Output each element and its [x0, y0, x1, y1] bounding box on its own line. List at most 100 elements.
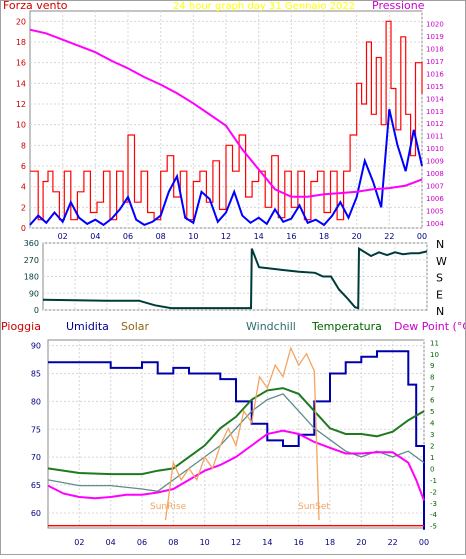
compass-label: N — [436, 305, 444, 318]
compass-label: N — [436, 238, 444, 251]
x-tick-label: 10 — [188, 232, 198, 241]
label-temperature: Temperatura — [311, 320, 382, 333]
y-right-tick-label: 6 — [430, 397, 435, 405]
y-tick-label: 270 — [24, 256, 39, 265]
y-right-tick-label: 3 — [430, 431, 434, 439]
y-left-tick-label: 4 — [21, 183, 26, 192]
y-right-tick-label: 1006 — [426, 195, 444, 203]
y-left-tick-label: 20 — [16, 17, 26, 26]
y-left-tick-label: 60 — [31, 509, 41, 518]
y-right-tick-label: 1011 — [426, 133, 444, 141]
y-right-tick-label: 1018 — [426, 45, 444, 53]
series-line-solar — [164, 346, 320, 521]
x-tick-label: 14 — [254, 232, 264, 241]
y-left-tick-label: 75 — [31, 425, 41, 434]
y-right-tick-label: -5 — [430, 523, 437, 531]
y-right-tick-label: 4 — [430, 420, 435, 428]
x-tick-label: 04 — [106, 538, 116, 547]
label-windchill: Windchill — [246, 320, 296, 333]
wind-pressure-panel: 02 04 06 08 10 12 14 16 18 20 22 000246810121416182… — [3, 0, 444, 241]
y-right-tick-label: 1005 — [426, 208, 444, 216]
x-tick-label: 02 — [58, 232, 68, 241]
y-right-tick-label: -4 — [430, 511, 438, 519]
compass-label: W — [436, 255, 447, 268]
x-tick-label: 22 — [384, 232, 394, 241]
y-right-tick-label: 9 — [430, 362, 434, 370]
y-tick-label: 180 — [24, 273, 39, 282]
x-tick-label: 08 — [156, 232, 166, 241]
temperature-panel: Pioggia Umidita Solar Windchill Temperat… — [1, 320, 466, 547]
y-left-tick-label: 6 — [21, 162, 26, 171]
series-line-direction — [42, 246, 428, 310]
left-axis-label: Forza vento — [3, 0, 68, 12]
y-left-tick-label: 8 — [21, 141, 26, 150]
series-line-humidity — [48, 350, 425, 530]
x-tick-label: 20 — [356, 538, 366, 547]
y-left-tick-label: 18 — [16, 38, 26, 47]
x-tick-label: 10 — [200, 538, 210, 547]
y-left-tick-label: 16 — [16, 59, 26, 68]
x-tick-label: 02 — [74, 538, 84, 547]
y-right-tick-label: 5 — [430, 408, 434, 416]
x-tick-label: 04 — [90, 232, 100, 241]
x-tick-label: 22 — [388, 538, 398, 547]
series-line-dew_point — [47, 429, 425, 501]
y-right-tick-label: 1020 — [426, 20, 444, 28]
y-right-tick-label: 1015 — [426, 83, 444, 91]
series-line-pressure — [29, 28, 423, 198]
y-left-tick-label: 80 — [31, 397, 41, 406]
sunset-label: SunSet — [298, 502, 330, 512]
y-right-tick-label: -2 — [430, 488, 437, 496]
y-left-tick-label: 70 — [31, 453, 41, 462]
y-right-tick-label: 7 — [430, 385, 434, 393]
y-left-tick-label: 10 — [16, 121, 26, 130]
y-right-tick-label: 1017 — [426, 58, 444, 66]
y-right-tick-label: 10 — [430, 351, 439, 359]
y-left-tick-label: 90 — [31, 342, 41, 351]
x-tick-label: 12 — [231, 538, 241, 547]
y-right-tick-label: 1004 — [426, 220, 444, 228]
y-left-tick-label: 65 — [31, 481, 41, 490]
x-tick-label: 00 — [417, 232, 427, 241]
label-solar: Solar — [121, 320, 150, 333]
x-tick-label: 12 — [221, 232, 231, 241]
y-right-tick-label: 1008 — [426, 170, 444, 178]
y-right-tick-label: 8 — [430, 374, 434, 382]
compass-label: E — [436, 288, 443, 301]
compass-label: S — [436, 272, 443, 285]
x-tick-label: 18 — [325, 538, 335, 547]
right-axis-label: Pressione — [372, 0, 425, 12]
y-right-tick-label: 1009 — [426, 158, 444, 166]
sunrise-label: SunRise — [150, 502, 187, 512]
label-dew-point: Dew Point (°C) — [394, 320, 466, 333]
y-right-tick-label: 0 — [430, 465, 434, 473]
x-tick-label: 06 — [123, 232, 133, 241]
y-right-tick-label: 1 — [430, 454, 434, 462]
y-left-tick-label: 12 — [16, 100, 26, 109]
x-tick-label: 08 — [168, 538, 178, 547]
y-left-tick-label: 14 — [16, 79, 26, 88]
x-tick-label: 16 — [286, 232, 296, 241]
y-right-tick-label: 1007 — [426, 183, 444, 191]
chart-title: 24 hour graph day 31 Gennaio 2022 — [173, 1, 355, 12]
y-right-tick-label: -1 — [430, 477, 437, 485]
y-right-tick-label: 1013 — [426, 108, 444, 116]
x-tick-label: 14 — [262, 538, 272, 547]
label-rain: Pioggia — [1, 320, 41, 333]
x-tick-label: 20 — [352, 232, 362, 241]
x-tick-label: 18 — [319, 232, 329, 241]
series-line-wind_avg — [29, 108, 423, 227]
label-humidity: Umidita — [66, 320, 109, 333]
y-left-tick-label: 85 — [31, 369, 41, 378]
y-tick-label: 0 — [34, 306, 39, 315]
x-tick-label: 06 — [137, 538, 147, 547]
y-right-tick-label: 1019 — [426, 33, 444, 41]
y-right-tick-label: 1012 — [426, 120, 444, 128]
y-tick-label: 90 — [29, 289, 39, 298]
x-tick-label: 00 — [419, 538, 429, 547]
x-tick-label: 16 — [294, 538, 304, 547]
y-right-tick-label: 1010 — [426, 145, 444, 153]
y-right-tick-label: 1014 — [426, 95, 444, 103]
